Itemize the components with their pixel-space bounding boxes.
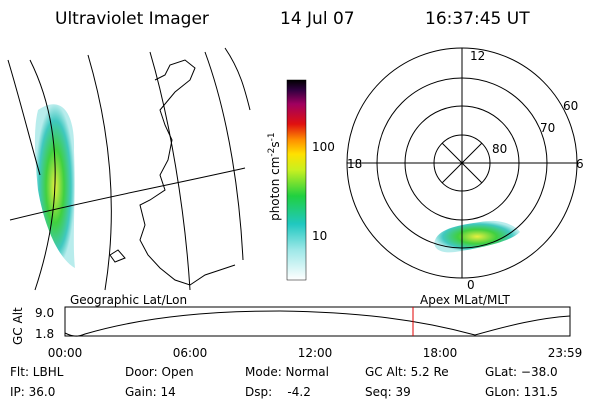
exp: -2 (267, 148, 277, 157)
mlat-label: 70 (540, 121, 555, 135)
mlat-label: 60 (563, 99, 578, 113)
date: 14 Jul 07 (280, 9, 355, 29)
orbit-y-label: GC Alt (11, 307, 25, 345)
aurora (434, 220, 520, 253)
footer-field: Door: Open (125, 365, 194, 379)
meridian (224, 47, 251, 111)
colorbar (286, 79, 307, 281)
polar-plot: 12 18 6 0 60 70 80 (346, 47, 584, 292)
orbit-x-tick: 18:00 (423, 346, 458, 360)
colorbar-tick: 100 (312, 140, 335, 154)
orbit-x-tick: 00:00 (48, 346, 83, 360)
orbit-title: Apex MLat/MLT (420, 293, 510, 307)
footer: Flt: LBHL Door: Open Mode: Normal GC Alt: 5… (10, 365, 558, 399)
footer-field: IP: 36.0 (10, 385, 55, 399)
meridian (204, 51, 244, 261)
meridian (149, 51, 191, 291)
axis (441, 142, 483, 184)
time: 16:37:45 UT (425, 9, 530, 29)
footer-field: Gain: 14 (125, 385, 176, 399)
footer-field: GLon: 131.5 (485, 385, 558, 399)
footer-field: Dsp: -4.2 (245, 385, 311, 399)
island (109, 249, 126, 263)
orbit-x-tick: 23:59 (548, 346, 583, 360)
mlat-label: 80 (492, 142, 507, 156)
instrument: Ultraviolet Imager (55, 9, 209, 29)
orbit-y-tick: 1.8 (35, 327, 54, 341)
footer-field: GC Alt: 5.2 Re (365, 365, 449, 379)
mlt-label: 18 (347, 157, 362, 171)
mlt-label: 12 (470, 49, 485, 63)
meridian (7, 59, 41, 176)
footer-field: Seq: 39 (365, 385, 411, 399)
orbit-x-tick: 06:00 (173, 346, 208, 360)
orbit-x-tick: 12:00 (298, 346, 333, 360)
meridian (87, 54, 112, 291)
footer-field: Mode: Normal (245, 365, 329, 379)
orbit-curve (64, 310, 571, 337)
orbit-frame (64, 306, 571, 337)
colorbar-tick: 10 (312, 229, 327, 243)
unit: photon cm (268, 157, 282, 221)
orbit-x-ticks: 00:00 06:00 12:00 18:00 23:59 (48, 346, 583, 360)
meridian (29, 59, 56, 291)
parallel (9, 167, 246, 221)
coastline (139, 59, 236, 286)
footer-field: GLat: −38.0 (485, 365, 558, 379)
mlt-label: 0 (467, 278, 475, 292)
mlt-label: 6 (576, 157, 584, 171)
footer-field: Flt: LBHL (10, 365, 64, 379)
orbit-y-tick: 9.0 (35, 306, 54, 320)
colorbar-unit: photon cm-2s-1 (263, 121, 282, 240)
exp: -1 (267, 132, 277, 141)
geo-map (7, 47, 251, 291)
orbit-title: Geographic Lat/Lon (70, 293, 187, 307)
unit: s (268, 141, 282, 147)
